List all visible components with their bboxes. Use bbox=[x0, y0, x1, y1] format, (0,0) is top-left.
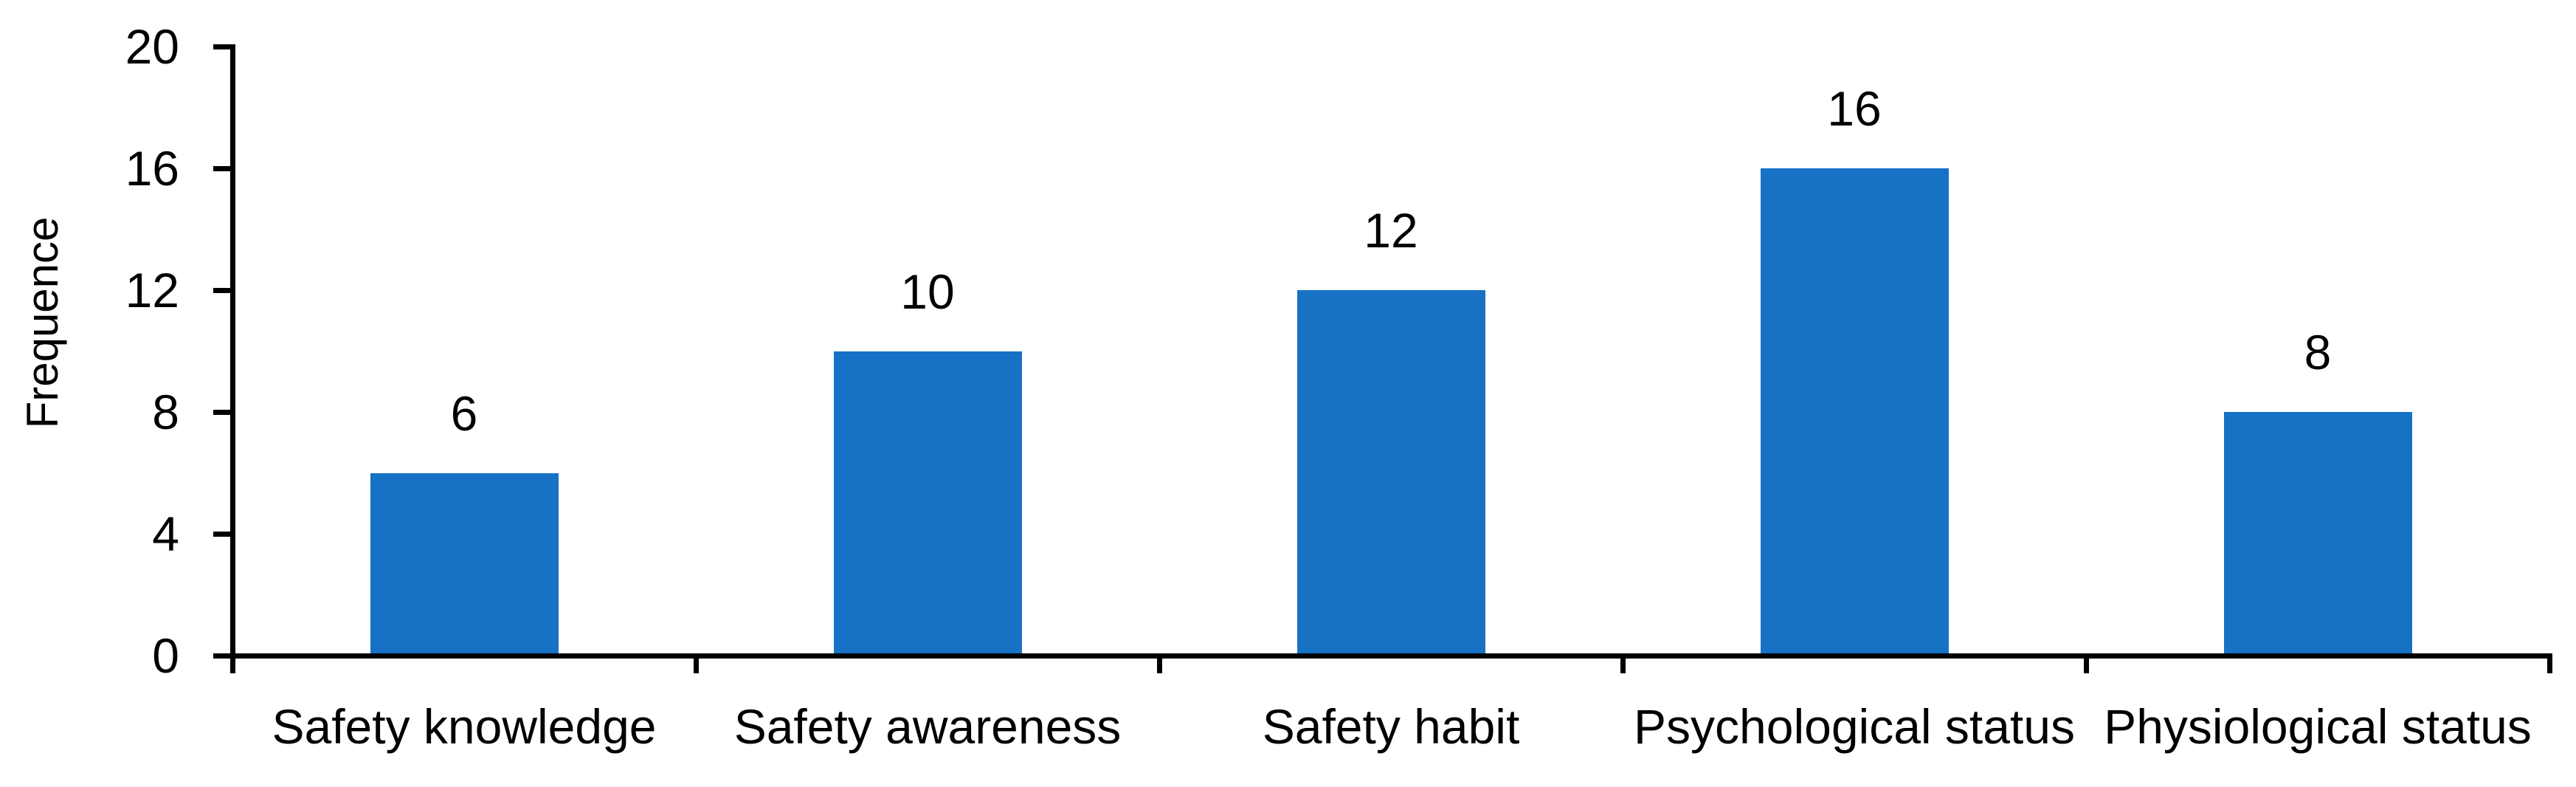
bar-value-label: 16 bbox=[1827, 81, 1882, 136]
x-axis-tick bbox=[2546, 656, 2552, 673]
x-axis-tick bbox=[693, 656, 699, 673]
x-axis-category-label: Safety awareness bbox=[733, 699, 1122, 754]
y-axis-tick-label: 8 bbox=[152, 385, 179, 439]
y-axis-tick bbox=[213, 653, 232, 659]
y-axis-tick bbox=[213, 409, 232, 415]
bar-value-label: 6 bbox=[450, 385, 478, 441]
bar-value-label: 8 bbox=[2304, 325, 2332, 379]
x-axis-category-label: Safety habit bbox=[1262, 699, 1520, 754]
x-axis-tick bbox=[1620, 656, 1626, 673]
bar bbox=[1296, 290, 1485, 656]
y-axis-tick bbox=[213, 165, 232, 171]
bar-value-label: 10 bbox=[900, 264, 955, 319]
x-axis-line bbox=[213, 653, 2552, 659]
bar-value-label: 12 bbox=[1364, 203, 1418, 258]
x-axis-tick bbox=[1156, 656, 1162, 673]
bar bbox=[370, 472, 559, 656]
x-axis-category-label: Physiological status bbox=[2104, 699, 2532, 754]
y-axis-tick-label: 20 bbox=[125, 19, 179, 74]
y-axis-tick bbox=[213, 531, 232, 537]
bar bbox=[833, 351, 1022, 656]
y-axis-tick bbox=[213, 44, 232, 49]
y-axis-line bbox=[229, 44, 235, 673]
x-axis-category-label: Psychological status bbox=[1634, 699, 2075, 754]
x-axis-category-label: Safety knowledge bbox=[272, 699, 657, 754]
bar bbox=[2223, 412, 2412, 656]
y-axis-tick-label: 4 bbox=[152, 506, 179, 561]
x-axis-tick bbox=[2083, 656, 2089, 673]
y-axis-tick bbox=[213, 287, 232, 293]
y-axis-tick-label: 0 bbox=[152, 628, 179, 683]
bar bbox=[1760, 168, 1949, 656]
x-axis-tick bbox=[229, 656, 235, 673]
y-axis-tick-label: 16 bbox=[125, 141, 179, 196]
y-axis-tick-label: 12 bbox=[125, 263, 179, 317]
